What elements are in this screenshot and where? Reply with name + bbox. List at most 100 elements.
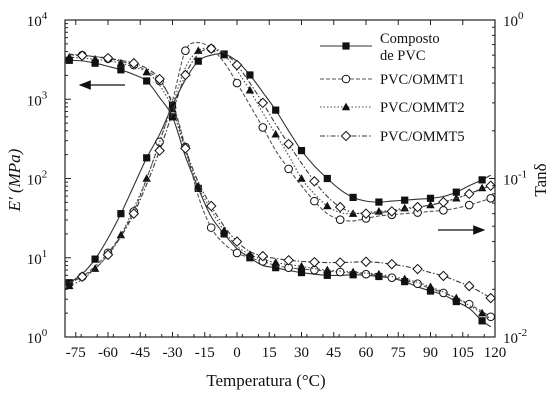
y-right-tick-label: 10-1 (503, 169, 527, 189)
data-point-e-modulus (463, 280, 475, 292)
data-point-tan-delta (194, 57, 202, 65)
data-point-e-modulus (206, 223, 216, 232)
data-point-e-modulus (154, 73, 165, 85)
data-point-tan-delta (142, 174, 151, 182)
data-point-tan-delta (90, 264, 100, 272)
data-point-e-modulus (232, 248, 242, 258)
data-point-e-modulus (387, 273, 397, 283)
data-point-tan-delta (128, 208, 140, 219)
data-point-tan-delta (181, 46, 190, 56)
data-point-tan-delta (452, 188, 460, 196)
data-point-tan-delta (477, 183, 487, 192)
y-right-tick-label: 100 (503, 10, 524, 30)
data-point-e-modulus (143, 77, 151, 85)
data-point-e-modulus (413, 279, 422, 289)
data-point-e-modulus (439, 288, 448, 298)
x-tick-label: 60 (359, 345, 374, 361)
data-point-tan-delta (386, 206, 398, 217)
legend-label: PVC/OMMT5 (380, 129, 465, 145)
data-point-tan-delta (283, 138, 294, 150)
y-left-tick-label: 104 (27, 10, 48, 30)
data-point-e-modulus (168, 113, 177, 121)
data-point-e-modulus (168, 104, 177, 113)
data-point-e-modulus (477, 308, 487, 317)
y-left-tick-label: 103 (27, 89, 48, 109)
data-point-tan-delta (116, 230, 126, 239)
legend-label: PVC/OMMT1 (380, 72, 465, 88)
data-point-tan-delta (439, 206, 448, 215)
series-layer (65, 42, 497, 328)
x-tick-label: -30 (163, 345, 183, 361)
data-point-e-modulus (452, 297, 460, 306)
data-point-e-modulus (400, 274, 409, 283)
data-point-tan-delta (310, 196, 319, 206)
data-point-tan-delta (375, 198, 383, 206)
data-point-tan-delta (309, 176, 320, 187)
data-point-e-modulus (464, 299, 474, 309)
data-point-tan-delta (412, 201, 423, 213)
x-tick-label: 90 (423, 345, 438, 361)
data-point-tan-delta (65, 281, 74, 290)
data-point-tan-delta (232, 78, 242, 88)
data-point-tan-delta (426, 200, 435, 209)
data-point-tan-delta (257, 97, 269, 109)
legend-entry-diamond: PVC/OMMT5 (320, 129, 465, 145)
legend-marker (342, 42, 350, 50)
data-point-tan-delta (426, 194, 435, 202)
data-point-e-modulus (374, 269, 384, 278)
y-left-tick-label: 100 (27, 327, 48, 347)
x-tick-label: 75 (391, 345, 406, 361)
x-tick-label: 105 (452, 345, 475, 361)
x-tick-label: 30 (294, 345, 309, 361)
data-point-tan-delta (463, 188, 475, 200)
x-tick-label: 120 (484, 345, 507, 361)
data-point-tan-delta (486, 194, 496, 203)
data-point-tan-delta (360, 208, 372, 219)
data-point-e-modulus (426, 287, 435, 295)
data-point-tan-delta (400, 203, 409, 212)
series-line-e-modulus-square (69, 59, 492, 328)
data-point-tan-delta (401, 196, 409, 204)
y-left-tick-label: 101 (27, 248, 48, 268)
y-axis-title-right: Tanδ (531, 163, 550, 196)
data-point-e-modulus (205, 200, 217, 212)
series-line-tan-delta-circle (69, 42, 491, 284)
data-point-tan-delta (323, 174, 331, 183)
data-point-e-modulus (128, 57, 140, 69)
data-point-tan-delta (245, 85, 255, 94)
data-point-e-modulus (412, 263, 423, 275)
data-point-e-modulus (323, 271, 331, 279)
data-point-tan-delta (297, 146, 306, 155)
axes-layer: -75 -60 -45 -30 -15 0 15 30 45 60 75 90 105 120 100 101… (27, 10, 527, 361)
series-line-e-modulus-circle (69, 53, 491, 318)
data-point-e-modulus (180, 143, 191, 154)
data-point-tan-delta (76, 271, 88, 283)
x-tick-label: -45 (130, 345, 150, 361)
data-point-e-modulus (91, 59, 99, 67)
legend-marker (341, 102, 351, 111)
data-point-tan-delta (335, 215, 345, 224)
data-point-tan-delta (284, 164, 293, 174)
data-point-e-modulus (220, 230, 228, 238)
series-diamond (69, 43, 497, 304)
data-point-tan-delta (231, 59, 243, 71)
data-point-e-modulus (76, 50, 88, 61)
data-point-tan-delta (464, 200, 474, 210)
data-point-e-modulus (142, 67, 151, 76)
x-tick-label: -75 (66, 345, 86, 361)
data-point-e-modulus (245, 250, 255, 258)
annotations (78, 80, 486, 235)
legend-marker (340, 130, 352, 142)
data-point-e-modulus (438, 270, 449, 282)
data-point-tan-delta (272, 106, 280, 114)
data-point-tan-delta (271, 129, 280, 138)
x-tick-label: -15 (195, 345, 215, 361)
y-left-tick-label: 102 (27, 169, 48, 189)
data-point-e-modulus (386, 258, 398, 270)
data-point-e-modulus (102, 52, 114, 64)
data-point-e-modulus (335, 267, 345, 277)
series-line-tan-delta-square (68, 53, 491, 284)
data-point-tan-delta (180, 69, 191, 81)
